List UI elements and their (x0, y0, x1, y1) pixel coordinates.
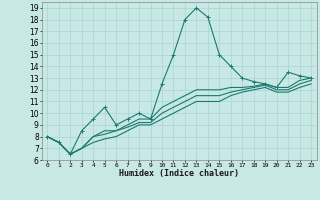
X-axis label: Humidex (Indice chaleur): Humidex (Indice chaleur) (119, 169, 239, 178)
